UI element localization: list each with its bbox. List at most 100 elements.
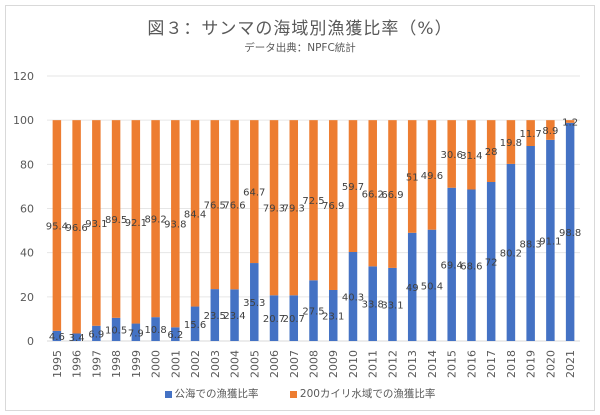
legend-label-eez: 200カイリ水域での漁獲比率 [299,388,436,400]
data-label-eez: 66.9 [381,190,403,201]
bar-high-seas [388,267,397,341]
bar-high-seas [72,333,81,341]
x-tick-label: 2004 [229,350,242,378]
legend-swatch-high-seas [164,390,172,398]
x-tick-label: 2019 [525,350,538,378]
x-tick-label: 2009 [327,350,340,378]
bar-high-seas [151,317,160,341]
y-tick-label: 20 [20,291,34,304]
bar-high-seas [131,323,141,341]
bar-eez [328,120,338,290]
legend-item-eez: 200カイリ水域での漁獲比率 [289,388,436,400]
bar-high-seas [210,289,220,341]
data-label-high-seas: 20.7 [263,314,285,325]
data-label-high-seas: 88.3 [520,240,542,251]
bar-high-seas [171,327,180,341]
bar-eez [388,120,397,268]
data-label-high-seas: 98.8 [559,228,581,239]
bar-high-seas [467,189,476,341]
bar-eez [486,120,496,182]
data-label-high-seas: 6.9 [88,329,104,340]
bar-high-seas [447,187,456,341]
data-label-high-seas: 6.2 [167,330,183,341]
data-label-high-seas: 23.1 [322,311,344,322]
bar-eez [210,120,220,290]
x-tick-label: 1998 [110,350,123,378]
data-label-eez: 66.2 [362,189,384,200]
y-tick-label: 80 [20,158,34,171]
y-tick-label: 0 [27,335,34,348]
x-tick-label: 2017 [485,350,498,378]
data-label-eez: 76.6 [223,201,245,212]
x-tick-label: 2006 [268,350,281,378]
x-tick-label: 1996 [71,350,84,378]
bar-high-seas [92,325,101,341]
bar-eez [250,120,259,264]
x-tick-label: 2020 [544,350,557,378]
bar-eez [565,120,575,123]
data-label-eez: 49.6 [421,171,443,182]
bar-eez [92,120,101,326]
bar-eez [526,120,535,147]
legend-swatch-eez [289,390,297,398]
bar-high-seas [486,182,496,341]
x-tick-label: 2013 [406,350,419,378]
x-tick-label: 1997 [90,350,103,378]
bar-high-seas [427,229,437,341]
data-label-eez: 76.9 [322,201,344,212]
x-tick-label: 2011 [367,350,380,378]
bar-eez [407,120,417,233]
data-label-high-seas: 4.6 [49,332,65,343]
data-label-high-seas: 68.6 [460,261,482,272]
y-tick-label: 100 [13,114,34,127]
data-label-high-seas: 27.5 [302,307,324,318]
y-tick-label: 120 [13,70,34,83]
bar-high-seas [348,252,358,341]
legend: 公海での漁獲比率 200カイリ水域での漁獲比率 [0,386,600,401]
bar-high-seas [289,295,299,341]
bar-eez [467,120,476,190]
data-label-eez: 95.4 [46,222,68,233]
x-tick-label: 1999 [130,350,143,378]
bar-eez [151,120,160,318]
bar-high-seas [111,317,121,341]
x-tick-label: 2012 [386,350,399,378]
data-label-high-seas: 40.3 [342,293,364,304]
data-label-high-seas: 20.7 [283,314,305,325]
x-tick-label: 2003 [209,350,222,378]
x-tick-label: 2014 [426,350,439,378]
bar-eez [269,120,279,296]
data-label-high-seas: 3.4 [69,333,85,344]
data-label-high-seas: 33.8 [362,300,384,311]
data-label-eez: 30.6 [441,150,463,161]
bar-high-seas [328,289,338,341]
bar-eez [52,120,62,331]
bar-eez [427,120,437,230]
data-label-eez: 8.9 [542,126,558,137]
x-tick-label: 2000 [150,350,163,378]
data-label-high-seas: 72 [485,258,498,269]
data-label-eez: 1.2 [562,117,578,128]
bar-eez [171,120,180,328]
data-label-high-seas: 50.4 [421,281,443,292]
bar-eez [309,120,318,281]
y-tick-label: 60 [20,203,34,216]
bar-high-seas [546,139,555,341]
data-label-eez: 84.4 [184,209,206,220]
bar-eez [348,120,358,253]
bar-eez [506,120,516,164]
bar-eez [72,120,81,334]
bar-eez [111,120,121,318]
x-tick-label: 2018 [505,350,518,378]
bar-high-seas [250,263,259,341]
bar-high-seas [565,122,575,341]
data-label-eez: 31.4 [460,151,482,162]
x-tick-label: 2015 [446,350,459,378]
bar-high-seas [269,295,279,341]
data-label-eez: 89.2 [144,215,166,226]
bar-eez [230,120,239,290]
bar-high-seas [230,289,239,341]
data-label-eez: 93.1 [85,219,107,230]
data-label-high-seas: 23.5 [204,311,226,322]
data-label-high-seas: 15.6 [184,320,206,331]
